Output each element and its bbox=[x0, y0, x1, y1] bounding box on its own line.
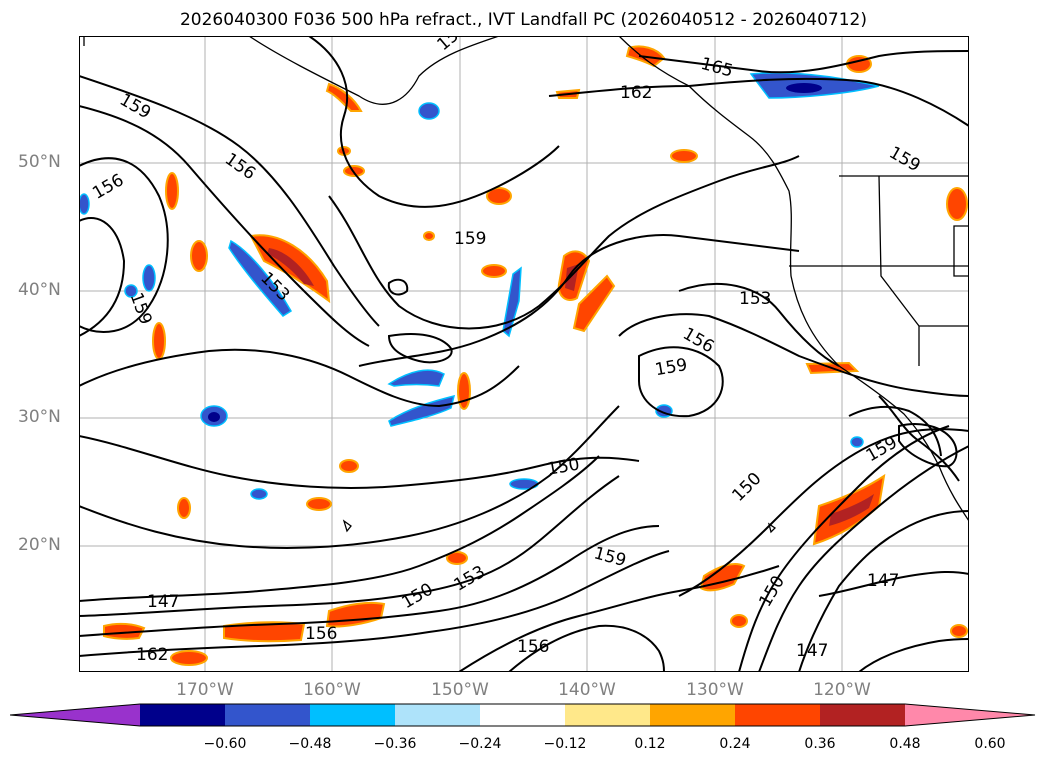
colorbar-extend-low bbox=[10, 704, 140, 726]
lat-label-30n: 30°N bbox=[18, 407, 61, 427]
lon-label-130w: 130°W bbox=[686, 680, 744, 700]
colorbar-tick-label: 0.12 bbox=[634, 736, 666, 752]
colorbar-outline bbox=[10, 703, 1036, 727]
lon-label-120w: 120°W bbox=[813, 680, 871, 700]
gridlines bbox=[79, 36, 969, 672]
coastlines bbox=[83, 36, 969, 534]
contour-label: 156 bbox=[517, 637, 549, 657]
colorbar-segment bbox=[395, 704, 481, 726]
colorbar-tick-label: −0.36 bbox=[373, 736, 417, 752]
colorbar-tick-label: −0.24 bbox=[458, 736, 502, 752]
contour-label: 147 bbox=[147, 592, 179, 612]
contour-label: 159 bbox=[454, 229, 486, 249]
colorbar-tick-label: 0.60 bbox=[974, 736, 1006, 752]
map-canvas: 159 156 159 153 159 156 159 162 165 159 … bbox=[79, 36, 969, 672]
lon-label-170w: 170°W bbox=[176, 680, 234, 700]
contour-label: 162 bbox=[136, 645, 168, 665]
colorbar-tick-label: 0.48 bbox=[889, 736, 921, 752]
colorbar-extend-high bbox=[905, 704, 1035, 726]
colorbar-tick-label: 0.24 bbox=[719, 736, 751, 752]
patch-blue-nw bbox=[228, 239, 293, 317]
lat-label-50n: 50°N bbox=[18, 152, 61, 172]
colorbar bbox=[10, 703, 1036, 727]
lon-label-160w: 160°W bbox=[303, 680, 361, 700]
contour-label: 147 bbox=[867, 571, 899, 591]
colorbar-tick-label: −0.12 bbox=[543, 736, 587, 752]
contour-label: 147 bbox=[796, 641, 828, 661]
colorbar-tick-label: −0.48 bbox=[288, 736, 332, 752]
map-title: 2026040300 F036 500 hPa refract., IVT La… bbox=[179, 10, 867, 30]
contour-label: 156 bbox=[305, 624, 337, 644]
contour-label: 162 bbox=[620, 83, 652, 103]
lat-label-40n: 40°N bbox=[18, 280, 61, 300]
colorbar-segment bbox=[310, 704, 396, 726]
colorbar-tick-label: 0.36 bbox=[804, 736, 836, 752]
lon-label-140w: 140°W bbox=[558, 680, 616, 700]
lat-label-20n: 20°N bbox=[18, 535, 61, 555]
contour-lines bbox=[79, 36, 969, 672]
lon-label-150w: 150°W bbox=[431, 680, 489, 700]
colorbar-segment bbox=[735, 704, 821, 726]
colorbar-segment bbox=[650, 704, 736, 726]
colorbar-segment bbox=[480, 704, 566, 726]
colorbar-segment bbox=[140, 704, 226, 726]
contour-label: 153 bbox=[739, 289, 771, 309]
colorbar-tick-label: −0.60 bbox=[203, 736, 247, 752]
colorbar-segment bbox=[820, 704, 906, 726]
colorbar-segment bbox=[225, 704, 311, 726]
colorbar-segment bbox=[565, 704, 651, 726]
